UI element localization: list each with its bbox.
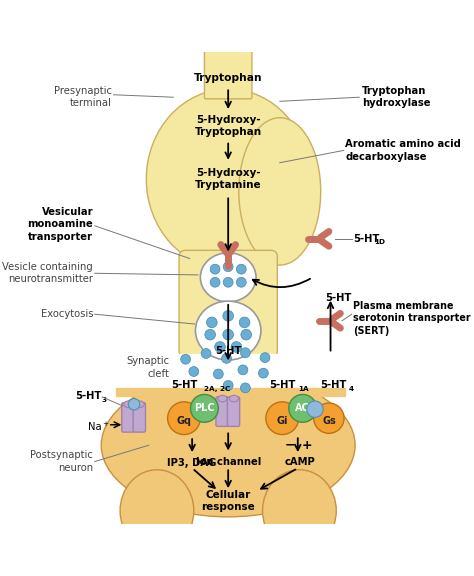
FancyBboxPatch shape bbox=[179, 251, 277, 358]
Ellipse shape bbox=[239, 118, 321, 265]
Ellipse shape bbox=[223, 278, 233, 287]
FancyBboxPatch shape bbox=[133, 403, 146, 432]
FancyBboxPatch shape bbox=[122, 403, 134, 432]
Ellipse shape bbox=[201, 348, 211, 358]
Ellipse shape bbox=[223, 310, 234, 321]
Text: Exocytosis: Exocytosis bbox=[41, 309, 93, 319]
Ellipse shape bbox=[222, 354, 231, 363]
Ellipse shape bbox=[215, 342, 225, 353]
Ellipse shape bbox=[101, 374, 355, 517]
Text: Aromatic amino acid
decarboxylase: Aromatic amino acid decarboxylase bbox=[345, 139, 461, 162]
Text: Postsynaptic
neuron: Postsynaptic neuron bbox=[30, 450, 93, 473]
Ellipse shape bbox=[238, 365, 248, 375]
Ellipse shape bbox=[263, 470, 336, 552]
Text: Ion channel: Ion channel bbox=[196, 457, 261, 467]
Text: cAMP: cAMP bbox=[285, 457, 316, 467]
Text: 2A, 2C: 2A, 2C bbox=[204, 386, 230, 392]
Text: 5-HT: 5-HT bbox=[354, 234, 380, 244]
Ellipse shape bbox=[223, 329, 234, 340]
Ellipse shape bbox=[168, 402, 201, 434]
Bar bbox=[116, 354, 345, 388]
Ellipse shape bbox=[223, 262, 233, 272]
Text: 5-Hydroxy-
Tryptamine: 5-Hydroxy- Tryptamine bbox=[195, 168, 262, 190]
Text: Presynaptic
terminal: Presynaptic terminal bbox=[54, 86, 112, 108]
Text: 5-HT: 5-HT bbox=[269, 380, 295, 391]
Text: 5-HT: 5-HT bbox=[75, 391, 101, 401]
FancyBboxPatch shape bbox=[216, 397, 228, 426]
Text: +: + bbox=[102, 421, 108, 427]
Ellipse shape bbox=[240, 383, 250, 393]
Text: Tryptophan
hydroxylase: Tryptophan hydroxylase bbox=[362, 86, 430, 108]
Ellipse shape bbox=[314, 403, 344, 433]
Text: Vesicle containing
neurotransmitter: Vesicle containing neurotransmitter bbox=[2, 262, 93, 285]
FancyBboxPatch shape bbox=[228, 397, 240, 426]
Ellipse shape bbox=[258, 368, 268, 378]
Text: Gi: Gi bbox=[276, 416, 288, 426]
Bar bbox=[116, 388, 345, 396]
Text: 1D: 1D bbox=[374, 239, 385, 245]
Text: 3: 3 bbox=[101, 397, 106, 403]
Ellipse shape bbox=[241, 329, 252, 340]
Ellipse shape bbox=[231, 342, 242, 353]
Ellipse shape bbox=[128, 399, 140, 410]
Ellipse shape bbox=[210, 264, 220, 274]
Ellipse shape bbox=[195, 301, 261, 360]
Ellipse shape bbox=[240, 348, 250, 358]
Text: PLC: PLC bbox=[194, 403, 215, 414]
Text: Gs: Gs bbox=[322, 416, 336, 426]
Text: Tryptophan: Tryptophan bbox=[194, 73, 263, 84]
Ellipse shape bbox=[189, 366, 199, 377]
Ellipse shape bbox=[120, 470, 194, 552]
Ellipse shape bbox=[237, 264, 246, 274]
Ellipse shape bbox=[239, 317, 250, 328]
Ellipse shape bbox=[289, 395, 317, 422]
Text: 5-HT: 5-HT bbox=[325, 293, 351, 303]
Ellipse shape bbox=[237, 278, 246, 287]
Ellipse shape bbox=[213, 369, 223, 379]
Ellipse shape bbox=[266, 402, 299, 434]
Text: Na: Na bbox=[89, 422, 102, 432]
Text: 5-HT: 5-HT bbox=[320, 380, 346, 391]
Text: Vesicular
monoamine
transporter: Vesicular monoamine transporter bbox=[27, 207, 93, 241]
Text: AC: AC bbox=[295, 403, 310, 414]
Ellipse shape bbox=[260, 353, 270, 362]
Ellipse shape bbox=[207, 317, 217, 328]
Ellipse shape bbox=[223, 381, 233, 391]
Text: 5-HT: 5-HT bbox=[171, 380, 197, 391]
Text: 4: 4 bbox=[348, 386, 354, 392]
Ellipse shape bbox=[205, 329, 216, 340]
Ellipse shape bbox=[135, 401, 144, 408]
Text: Synaptic
cleft: Synaptic cleft bbox=[126, 356, 169, 378]
Ellipse shape bbox=[229, 395, 238, 402]
FancyBboxPatch shape bbox=[204, 51, 252, 99]
Ellipse shape bbox=[218, 395, 227, 402]
Text: IP3, DAG: IP3, DAG bbox=[167, 458, 217, 468]
Text: Plasma membrane
serotonin transporter
(SERT): Plasma membrane serotonin transporter (S… bbox=[354, 301, 471, 336]
Ellipse shape bbox=[191, 395, 219, 422]
Text: 5-Hydroxy-
Tryptophan: 5-Hydroxy- Tryptophan bbox=[195, 115, 262, 137]
Text: 5-HT: 5-HT bbox=[215, 346, 241, 356]
Ellipse shape bbox=[146, 89, 310, 269]
Text: +: + bbox=[301, 439, 312, 452]
Ellipse shape bbox=[181, 354, 191, 364]
Text: Gq: Gq bbox=[176, 416, 191, 426]
Ellipse shape bbox=[210, 278, 220, 287]
Ellipse shape bbox=[201, 253, 256, 302]
Text: Cellular
response: Cellular response bbox=[201, 490, 255, 512]
Ellipse shape bbox=[124, 401, 133, 408]
Ellipse shape bbox=[307, 401, 323, 418]
Text: −: − bbox=[285, 439, 296, 452]
Text: 1A: 1A bbox=[298, 386, 309, 392]
